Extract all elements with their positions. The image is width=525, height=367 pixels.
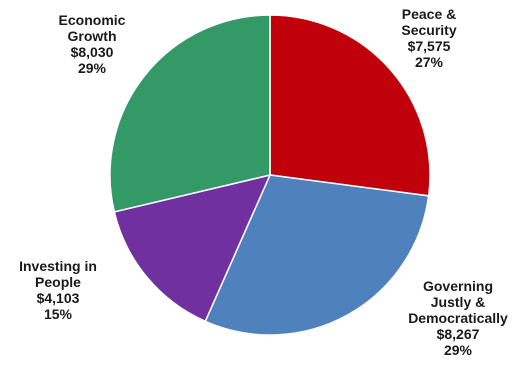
label-peace-security-amount: $7,575 bbox=[407, 38, 451, 54]
slice-peace-security bbox=[269, 14, 431, 197]
label-governing: Governing Justly & Democratically $8,267… bbox=[398, 278, 518, 358]
label-economic-line-2: Growth bbox=[67, 28, 117, 44]
slice-economic-growth bbox=[109, 14, 271, 213]
label-peace-security-line-2: Security bbox=[401, 22, 457, 38]
label-governing-line-1: Governing bbox=[422, 278, 493, 294]
label-investing-people: Investing in People $4,103 15% bbox=[8, 258, 108, 322]
label-investing-percent: 15% bbox=[43, 306, 73, 322]
label-governing-amount: $8,267 bbox=[436, 326, 480, 342]
label-investing-amount: $4,103 bbox=[36, 290, 80, 306]
label-peace-security-percent: 27% bbox=[414, 54, 444, 70]
label-governing-line-2: Justly & bbox=[430, 294, 486, 310]
label-economic-amount: $8,030 bbox=[70, 44, 114, 60]
slice-investing-people bbox=[113, 173, 272, 323]
label-governing-line-3: Democratically bbox=[408, 310, 508, 326]
label-investing-line-1: Investing in bbox=[19, 258, 97, 274]
label-investing-line-2: People bbox=[35, 274, 81, 290]
slice-governing bbox=[204, 174, 430, 336]
label-peace-security-line-1: Peace & bbox=[401, 6, 457, 22]
label-peace-security: Peace & Security $7,575 27% bbox=[384, 6, 474, 70]
label-economic-percent: 29% bbox=[77, 60, 107, 76]
label-economic-line-1: Economic bbox=[58, 12, 126, 28]
label-economic-growth: Economic Growth $8,030 29% bbox=[42, 12, 142, 76]
label-governing-percent: 29% bbox=[443, 342, 473, 358]
